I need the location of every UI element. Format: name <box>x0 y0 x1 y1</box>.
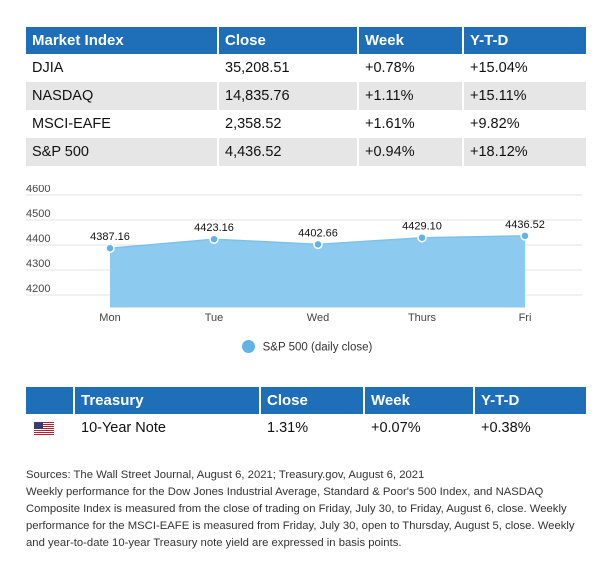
x-tick-label: Wed <box>307 312 329 324</box>
area-fill <box>110 235 525 308</box>
treasury-close: 1.31% <box>260 414 365 442</box>
y-tick-label: 4200 <box>26 283 50 295</box>
treasury-header-row: Treasury Close Week Y-T-D <box>26 387 586 414</box>
index-name: NASDAQ <box>26 82 219 110</box>
index-ytd: +15.11% <box>463 82 586 110</box>
data-label: 4402.66 <box>298 227 338 239</box>
index-ytd: +15.04% <box>470 60 528 76</box>
table-row: DJIA 35,208.51 +0.78% +15.04% <box>26 54 586 82</box>
header-ytd: Y-T-D <box>463 27 586 54</box>
market-index-table: Market Index Close Week Y-T-D DJIA 35,20… <box>26 27 586 166</box>
header-treasury: Treasury <box>74 387 261 414</box>
y-tick-label: 4300 <box>26 258 50 270</box>
table-row: NASDAQ 14,835.76 +1.11% +15.11% <box>26 82 586 110</box>
data-point <box>417 232 427 243</box>
index-name: MSCI-EAFE <box>26 110 219 138</box>
index-ytd: +18.12% <box>463 138 586 166</box>
chart-legend: S&P 500 (daily close) <box>0 340 614 354</box>
index-close: 4,436.52 <box>218 138 359 166</box>
data-point <box>520 231 530 241</box>
market-header-row: Market Index Close Week Y-T-D <box>26 27 586 54</box>
header-close: Close <box>260 387 365 414</box>
index-close: 35,208.51 <box>218 54 359 82</box>
x-tick-label: Thurs <box>408 312 437 324</box>
index-close: 14,835.76 <box>218 82 359 110</box>
table-row: S&P 500 4,436.52 +0.94% +18.12% <box>26 138 586 166</box>
x-tick-label: Mon <box>99 312 120 324</box>
x-tick-label: Tue <box>205 312 224 324</box>
methodology-note: Weekly performance for the Dow Jones Ind… <box>26 486 575 549</box>
treasury-ytd: +0.38% <box>481 420 531 436</box>
us-flag-icon <box>34 421 54 435</box>
x-tick-label: Fri <box>519 312 532 324</box>
y-tick-label: 4500 <box>26 208 50 220</box>
treasury-table: Treasury Close Week Y-T-D 10- <box>26 387 586 442</box>
table-row: 10-Year Note 1.31% +0.07% +0.38% <box>26 414 586 442</box>
legend-label: S&P 500 (daily close) <box>262 341 373 354</box>
sources-note: Sources: The Wall Street Journal, August… <box>26 469 425 481</box>
index-ytd: +9.82% <box>470 116 520 132</box>
index-week: +1.11% <box>358 82 464 110</box>
y-tick-label: 4600 <box>26 185 50 195</box>
data-label: 4436.52 <box>505 219 545 231</box>
data-point <box>209 234 219 244</box>
index-name: DJIA <box>26 54 219 82</box>
index-name: S&P 500 <box>26 138 219 166</box>
treasury-name: 10-Year Note <box>74 414 261 442</box>
data-label: 4429.10 <box>402 221 442 233</box>
index-week: +0.78% <box>358 54 464 82</box>
y-tick-label: 4400 <box>26 233 50 245</box>
header-week: Week <box>358 27 464 54</box>
legend-marker <box>241 340 255 353</box>
index-week: +0.94% <box>358 138 464 166</box>
header-flag-blank <box>26 387 75 414</box>
header-ytd: Y-T-D <box>474 387 586 414</box>
table-row: MSCI-EAFE 2,358.52 +1.61% +9.82% <box>26 110 586 138</box>
header-market-index: Market Index <box>26 27 219 54</box>
index-week: +1.61% <box>358 110 464 138</box>
data-point <box>105 243 115 253</box>
sp500-area-chart: 4600 4500 4400 4300 4200 4387.16 Mon 4423.16 Tue… <box>26 185 582 324</box>
data-label: 4423.16 <box>194 222 234 234</box>
data-point <box>313 239 323 250</box>
flag-cell <box>26 414 75 442</box>
data-label: 4387.16 <box>90 231 130 243</box>
footnotes: Sources: The Wall Street Journal, August… <box>26 467 586 552</box>
header-week: Week <box>364 387 475 414</box>
treasury-week: +0.07% <box>364 414 475 442</box>
header-close: Close <box>218 27 359 54</box>
index-close: 2,358.52 <box>218 110 359 138</box>
